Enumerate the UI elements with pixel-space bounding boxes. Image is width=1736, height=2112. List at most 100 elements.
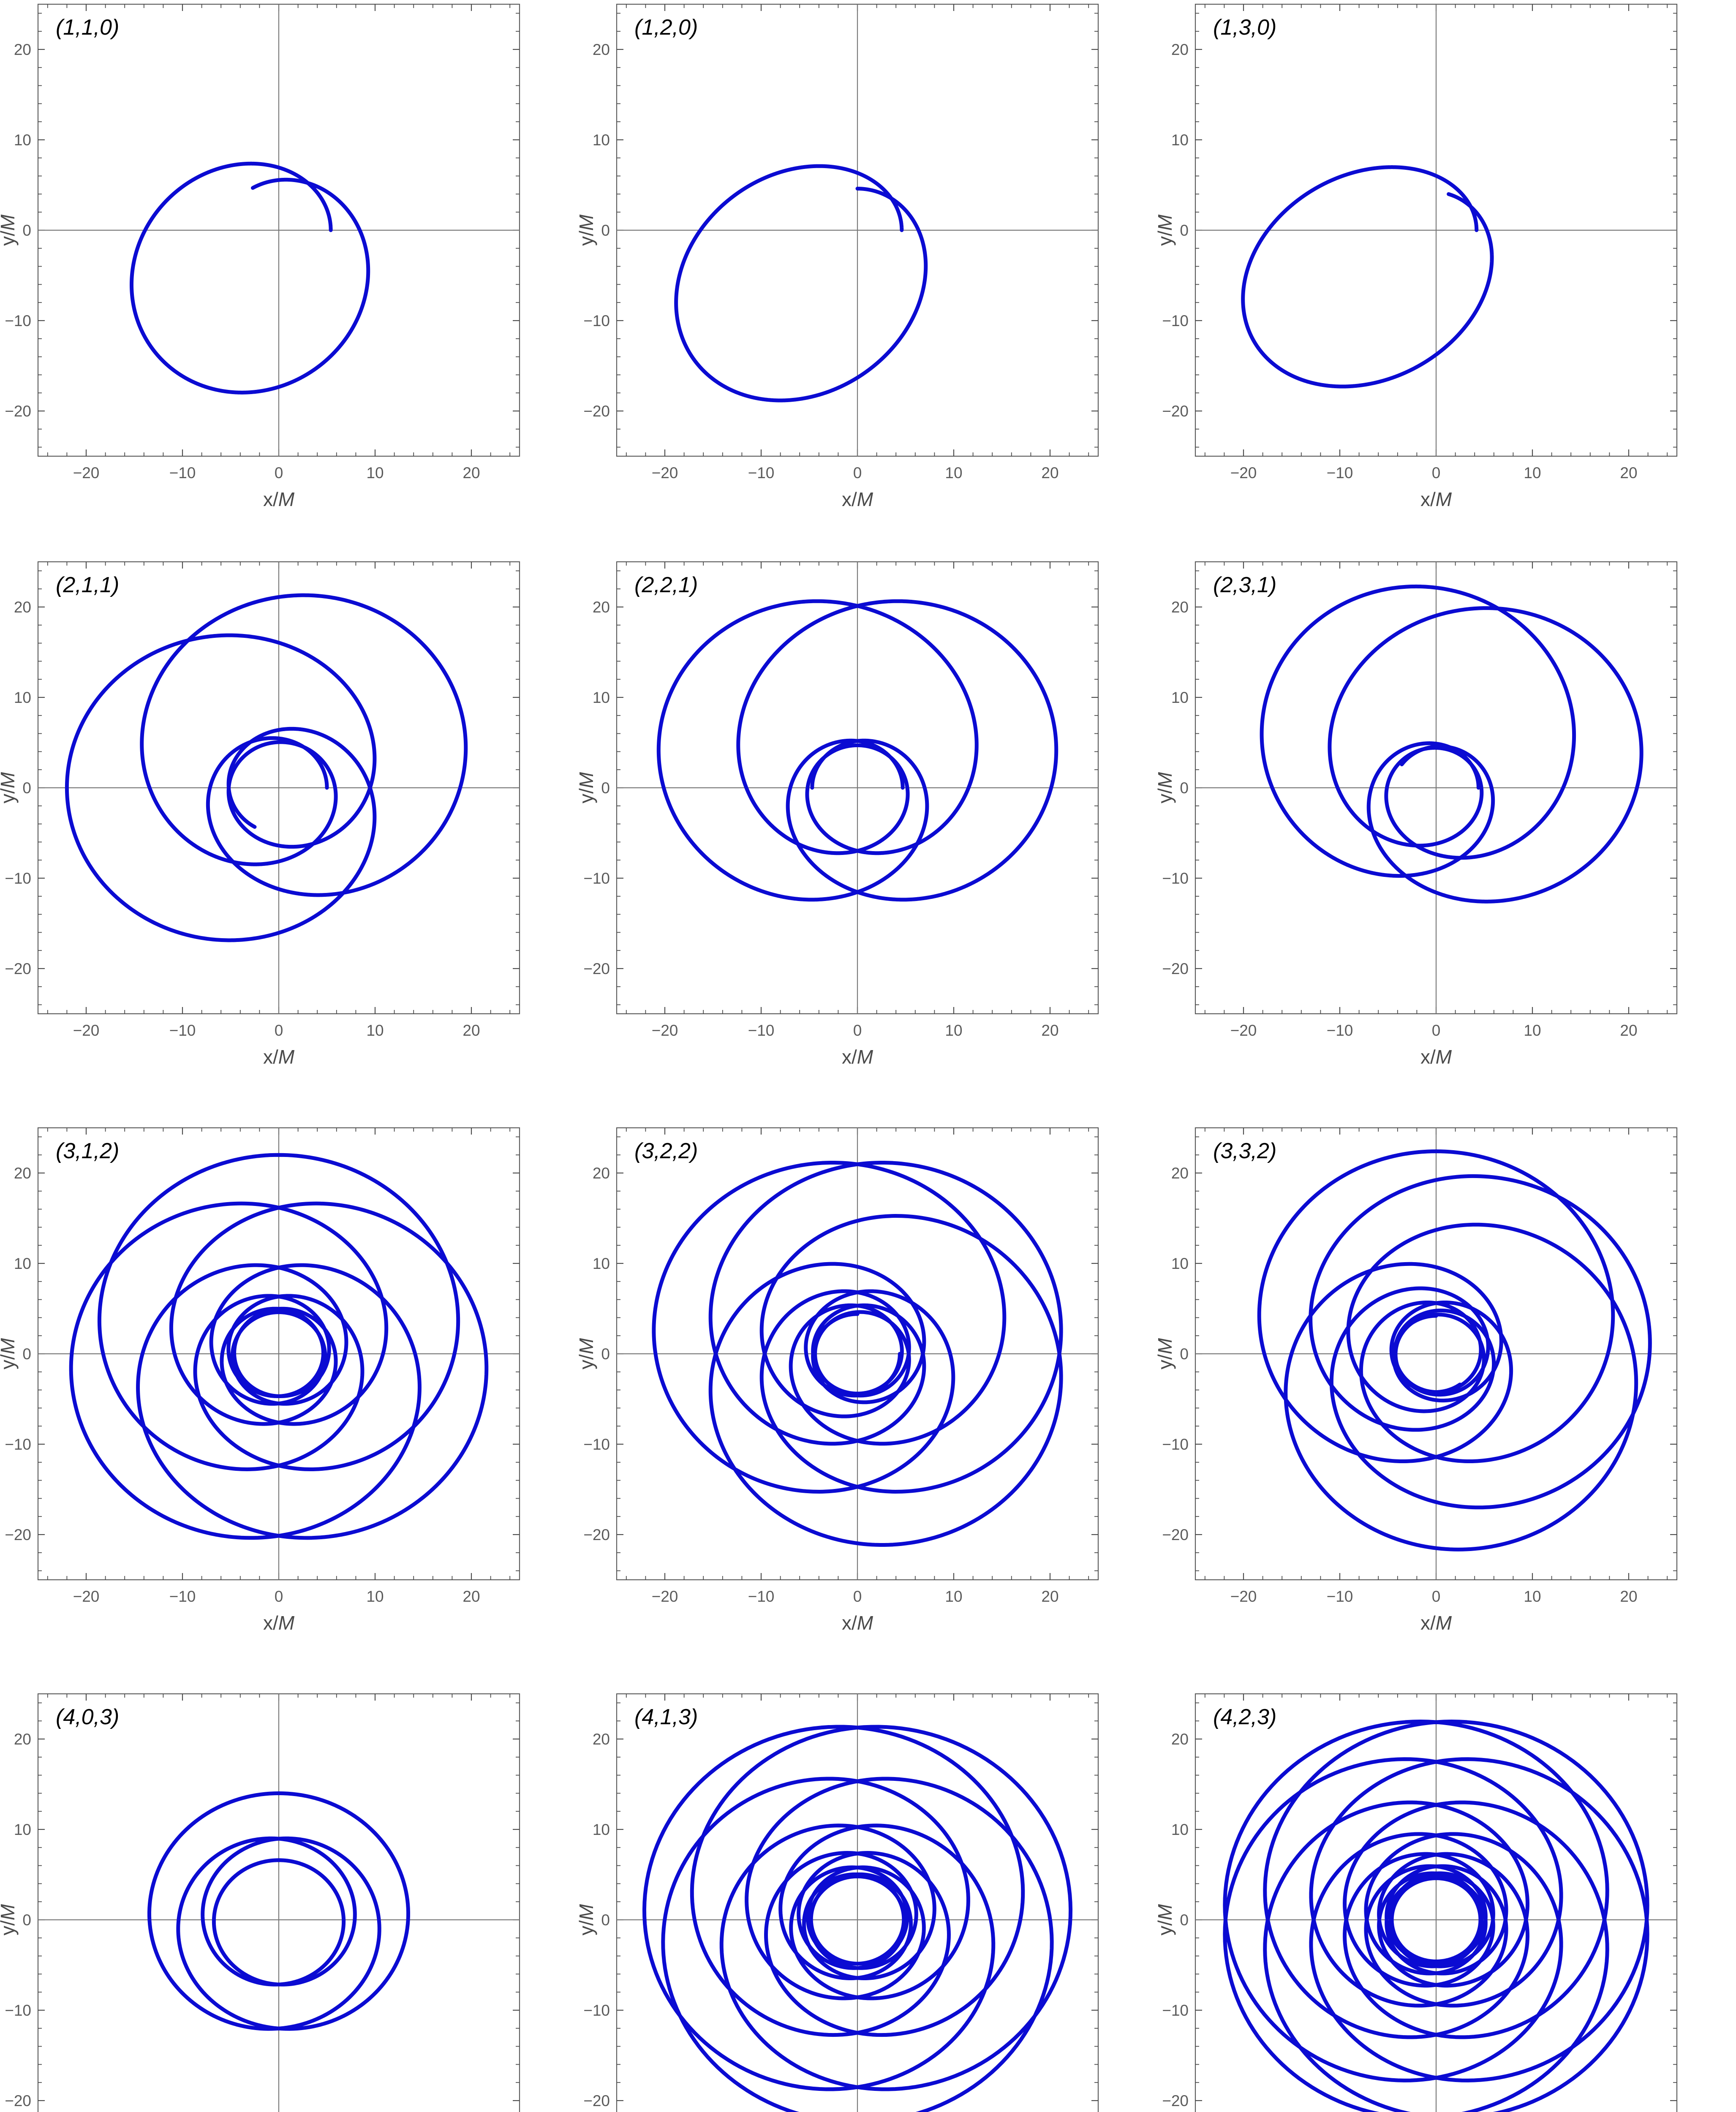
x-axis-title: x/M <box>263 1612 295 1634</box>
y-axis-title: y/M <box>1157 1904 1176 1935</box>
y-tick-label: 10 <box>14 1821 31 1838</box>
y-axis-title: y/M <box>1157 214 1176 246</box>
x-axis-title: x/M <box>1420 1046 1452 1068</box>
y-axis-title: y/M <box>1157 1338 1176 1369</box>
panel-label: (2,1,1) <box>56 573 119 597</box>
y-tick-label: 0 <box>601 779 610 797</box>
svg-text:y/M: y/M <box>579 1904 597 1935</box>
y-tick-label: −20 <box>1162 2092 1189 2109</box>
y-tick-label: 0 <box>1180 1345 1189 1363</box>
orbit-curve <box>656 599 1058 902</box>
y-tick-label: −20 <box>583 960 610 977</box>
y-tick-label: 10 <box>1171 689 1189 706</box>
x-tick-label: −10 <box>748 464 775 482</box>
y-tick-label: 20 <box>14 41 31 58</box>
svg-text:y/M: y/M <box>0 1338 19 1369</box>
y-tick-label: 20 <box>1171 41 1189 58</box>
x-tick-label: 10 <box>1524 1588 1541 1605</box>
x-axis-title: x/M <box>842 1612 873 1634</box>
y-tick-label: 10 <box>593 1255 610 1272</box>
y-tick-label: 20 <box>593 1731 610 1748</box>
y-axis-title: y/M <box>579 214 597 246</box>
orbit-panel: −20 −10 0 10 20 −20 −10 0 10 20 x/M y/M (1,2,0) <box>579 0 1157 558</box>
orbit-curve <box>652 1160 1063 1547</box>
orbit-curve <box>147 1791 410 2031</box>
y-axis-title: y/M <box>0 1338 19 1369</box>
y-tick-label: −20 <box>1162 1526 1189 1543</box>
x-tick-label: −10 <box>748 1022 775 1039</box>
x-tick-label: −20 <box>73 1588 100 1605</box>
orbit-curve <box>1260 584 1643 904</box>
y-tick-label: 20 <box>1171 1731 1189 1748</box>
y-tick-label: −20 <box>5 2092 31 2109</box>
y-tick-label: 20 <box>593 41 610 58</box>
x-tick-label: −20 <box>652 464 678 482</box>
x-tick-label: 0 <box>853 1588 862 1605</box>
x-tick-label: 10 <box>945 464 962 482</box>
x-tick-label: 0 <box>275 1588 283 1605</box>
x-tick-label: −20 <box>652 1022 678 1039</box>
y-axis-title: y/M <box>579 1904 597 1935</box>
x-tick-label: −10 <box>1327 1022 1353 1039</box>
y-axis-title: y/M <box>0 214 19 246</box>
svg-text:y/M: y/M <box>0 214 19 246</box>
y-tick-label: 0 <box>1180 1911 1189 1929</box>
panel-label: (4,2,3) <box>1213 1705 1276 1729</box>
y-tick-label: −20 <box>1162 960 1189 977</box>
x-tick-label: 20 <box>463 1588 480 1605</box>
orbit-panel: −20 −10 0 10 20 −20 −10 0 10 20 x/M y/M (2,3,1) <box>1157 558 1736 1124</box>
y-tick-label: 20 <box>14 599 31 616</box>
y-tick-label: −10 <box>5 2002 31 2019</box>
y-tick-label: −20 <box>583 403 610 420</box>
y-tick-label: 20 <box>14 1731 31 1748</box>
x-tick-label: −20 <box>73 464 100 482</box>
y-tick-label: −20 <box>1162 403 1189 420</box>
orbit-panel: −20 −10 0 10 20 −20 −10 0 10 20 x/M y/M (3,2,2) <box>579 1124 1157 1690</box>
x-axis-title: x/M <box>1420 1612 1452 1634</box>
y-axis-title: y/M <box>0 1904 19 1935</box>
panel-label: (3,2,2) <box>634 1139 698 1163</box>
y-tick-label: −10 <box>5 870 31 887</box>
orbit-panel: −20 −10 0 10 20 −20 −10 0 10 20 x/M y/M (1,3,0) <box>1157 0 1736 558</box>
svg-text:y/M: y/M <box>1157 1904 1176 1935</box>
x-tick-label: 0 <box>853 1022 862 1039</box>
x-tick-label: −10 <box>169 1022 196 1039</box>
svg-text:y/M: y/M <box>0 1904 19 1935</box>
svg-text:y/M: y/M <box>579 214 597 246</box>
y-axis-title: y/M <box>1157 772 1176 803</box>
y-tick-label: −10 <box>583 1436 610 1453</box>
orbit-panel: −20 −10 0 10 20 −20 −10 0 10 20 x/M y/M (3,3,2) <box>1157 1124 1736 1690</box>
y-tick-label: 20 <box>1171 599 1189 616</box>
y-tick-label: 10 <box>593 131 610 149</box>
y-tick-label: −10 <box>1162 312 1189 329</box>
y-tick-label: 20 <box>593 1165 610 1182</box>
svg-text:y/M: y/M <box>579 1338 597 1369</box>
x-tick-label: −10 <box>169 1588 196 1605</box>
orbit-curve <box>1223 1720 1649 2112</box>
orbit-curve <box>674 164 928 403</box>
x-tick-label: −10 <box>748 1588 775 1605</box>
x-tick-label: 0 <box>1432 1588 1441 1605</box>
y-tick-label: −20 <box>5 1526 31 1543</box>
y-tick-label: −20 <box>583 2092 610 2109</box>
x-tick-label: 10 <box>945 1588 962 1605</box>
y-tick-label: −10 <box>583 312 610 329</box>
svg-text:y/M: y/M <box>0 772 19 803</box>
orbit-curve <box>1241 165 1494 389</box>
x-tick-label: 10 <box>1524 464 1541 482</box>
x-tick-label: 10 <box>945 1022 962 1039</box>
panel-label: (1,1,0) <box>56 15 119 40</box>
y-tick-label: −20 <box>5 960 31 977</box>
x-axis-title: x/M <box>1420 488 1452 510</box>
orbit-panel: −20 −10 0 10 20 −20 −10 0 10 20 x/M y/M (3,1,2) <box>0 1124 579 1690</box>
y-tick-label: −10 <box>1162 2002 1189 2019</box>
x-axis-title: x/M <box>842 1046 873 1068</box>
y-tick-label: 0 <box>601 222 610 239</box>
y-tick-label: 10 <box>14 1255 31 1272</box>
y-tick-label: 10 <box>1171 1821 1189 1838</box>
x-tick-label: 20 <box>1041 1588 1058 1605</box>
x-tick-label: 10 <box>366 1588 384 1605</box>
